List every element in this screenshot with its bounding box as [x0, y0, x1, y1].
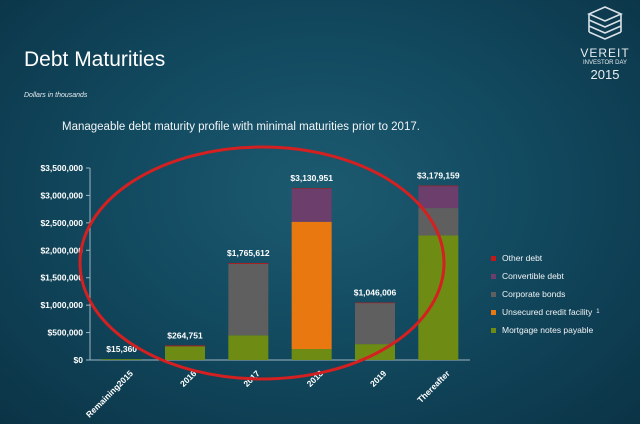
legend-label: Unsecured credit facility [502, 307, 593, 317]
logo-year: 2015 [590, 67, 620, 82]
bar-segment [165, 346, 205, 360]
bar-total-label: $264,751 [167, 330, 203, 340]
bar-segment [228, 264, 269, 336]
legend-swatch [491, 291, 496, 297]
y-tick-label: $500,000 [48, 328, 84, 338]
bar-total-label: $3,179,159 [417, 171, 460, 181]
y-tick-label: $3,000,000 [40, 190, 83, 200]
tagline: Manageable debt maturity profile with mi… [62, 121, 420, 133]
legend-label: Mortgage notes payable [502, 325, 594, 335]
y-tick-label: $0 [74, 355, 84, 365]
bar-total-label: $1,046,006 [354, 288, 397, 298]
bar-segment [228, 335, 269, 360]
bar-segment [291, 188, 332, 222]
company-logo: VEREIT INVESTOR DAY 2015 [574, 4, 636, 84]
bar-segment [418, 185, 459, 187]
legend-swatch [491, 327, 496, 333]
bar-segment [165, 345, 205, 347]
bar-total-label: $1,765,612 [227, 248, 270, 258]
page-title: Debt Maturities [24, 48, 166, 71]
legend-footnote-mark: 1 [596, 309, 600, 315]
legend-label: Other debt [502, 253, 543, 263]
bar-segment [355, 302, 395, 304]
bar-segment [355, 302, 395, 345]
y-tick-label: $3,500,000 [40, 163, 83, 173]
y-tick-label: $1,500,000 [40, 273, 83, 283]
legend-swatch [491, 273, 496, 279]
bar-segment [291, 349, 332, 360]
x-tick-label: 2019 [368, 368, 389, 389]
bar-segment [418, 235, 459, 360]
x-tick-label: Thereafter [415, 368, 452, 405]
logo-event: INVESTOR DAY [582, 60, 628, 66]
legend-swatch [491, 255, 496, 261]
legend-item: Unsecured credit facility 1 [491, 307, 600, 317]
legend-item: Convertible debt [491, 271, 564, 281]
stacked-cube-icon [587, 6, 623, 40]
units-note: Dollars in thousands [24, 92, 88, 99]
y-tick-label: $2,000,000 [40, 245, 83, 255]
legend-item: Corporate bonds [491, 289, 565, 299]
bar-segment [228, 263, 269, 264]
bar-total-label: $3,130,951 [290, 173, 333, 183]
bar-segment [291, 188, 332, 189]
bar-segment [101, 359, 142, 360]
legend-label: Convertible debt [502, 271, 564, 281]
bar-total-label: $15,360 [106, 344, 137, 354]
legend-label: Corporate bonds [502, 289, 566, 299]
y-tick-label: $1,000,000 [40, 300, 83, 310]
highlight-ellipse [78, 145, 446, 381]
bar-segment [418, 186, 459, 209]
logo-brand: VEREIT [580, 46, 630, 60]
legend-swatch [491, 309, 496, 315]
legend-item: Other debt [491, 253, 542, 263]
bar-segment [291, 221, 332, 350]
legend-item: Mortgage notes payable [491, 325, 593, 335]
y-tick-label: $2,500,000 [40, 218, 83, 228]
x-tick-label: Remaining2015 [84, 368, 135, 419]
